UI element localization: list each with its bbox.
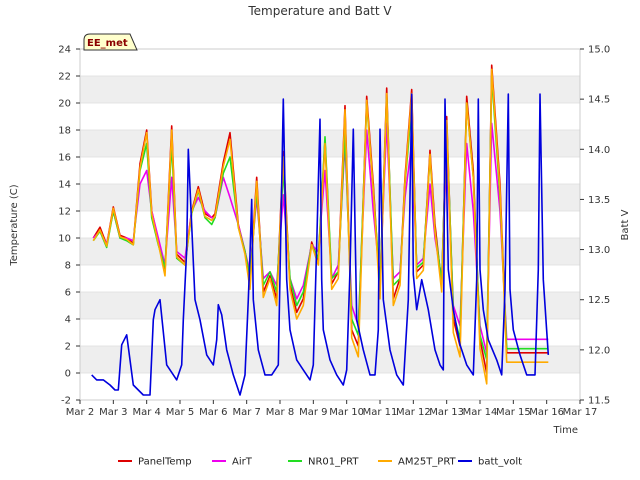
y-axis-title: Temperature (C) [9,184,20,266]
y2-tick-label: 14.5 [588,95,610,106]
x-tick-label: Mar 17 [563,407,598,418]
y2-tick-label: 13.5 [588,195,610,206]
y2-tick-label: 12.5 [588,295,610,306]
y-axis-right: 11.5 12.0 12.5 13.0 13.5 14.0 14.5 15.0 [580,45,610,407]
y2-tick-label: 11.5 [588,396,610,407]
y-tick-label: 12 [58,207,71,218]
x-tick-label: Mar 16 [529,407,564,418]
y2-tick-label: 15.0 [588,45,610,56]
legend-entry: AM25T_PRT [398,457,457,468]
x-axis-title: Time [553,425,578,436]
x-tick-label: Mar 9 [299,407,327,418]
y2-axis-title: Batt V [620,209,631,240]
y-tick-label: 24 [58,45,71,56]
y-tick-label: 20 [58,99,71,110]
y-tick-label: 16 [58,153,71,164]
grid-band [80,292,580,319]
grid-band [80,184,580,211]
y-tick-label: 2 [65,342,71,353]
legend: PanelTemp AirT NR01_PRT AM25T_PRT batt_volt [118,457,522,468]
legend-entry: NR01_PRT [308,457,359,468]
legend-entry: batt_volt [478,457,522,468]
x-tick-label: Mar 11 [363,407,398,418]
x-tick-label: Mar 8 [266,407,294,418]
y-tick-label: 18 [58,126,71,137]
legend-entry: PanelTemp [138,457,192,468]
grid-band [80,130,580,157]
y-tick-label: 10 [58,234,71,245]
series-lines [91,64,550,396]
chart-title: Temperature and Batt V [247,4,392,18]
x-tick-label: Mar 6 [199,407,227,418]
x-tick-label: Mar 12 [396,407,431,418]
y-tick-label: 0 [65,369,71,380]
grid-band [80,76,580,103]
y-tick-label: 22 [58,72,71,83]
y2-tick-label: 13.0 [588,245,610,256]
station-badge: EE_met [83,33,138,51]
x-tick-label: Mar 3 [99,407,127,418]
y-tick-label: 6 [65,288,71,299]
series-line-batt-volt [91,93,550,396]
x-tick-label: Mar 7 [232,407,260,418]
x-tick-label: Mar 5 [166,407,194,418]
x-tick-label: Mar 10 [329,407,364,418]
station-badge-label: EE_met [87,38,128,49]
plot-area [79,48,581,401]
x-axis: Mar 2 Mar 3 Mar 4 Mar 5 Mar 6 Mar 7 Mar 8 Mar 9… [66,400,598,418]
x-tick-label: Mar 15 [496,407,531,418]
y2-tick-label: 14.0 [588,145,610,156]
legend-entry: AirT [232,457,253,468]
grid [80,48,580,401]
y-tick-label: 8 [65,261,71,272]
y-tick-label: 14 [58,180,71,191]
x-tick-label: Mar 13 [429,407,464,418]
y-tick-label: 4 [65,315,71,326]
y-tick-label: -2 [61,396,71,407]
series-line-am25t-prt [92,68,549,385]
x-tick-label: Mar 4 [132,407,160,418]
x-tick-label: Mar 14 [463,407,498,418]
x-tick-label: Mar 2 [66,407,94,418]
y2-tick-label: 12.0 [588,345,610,356]
